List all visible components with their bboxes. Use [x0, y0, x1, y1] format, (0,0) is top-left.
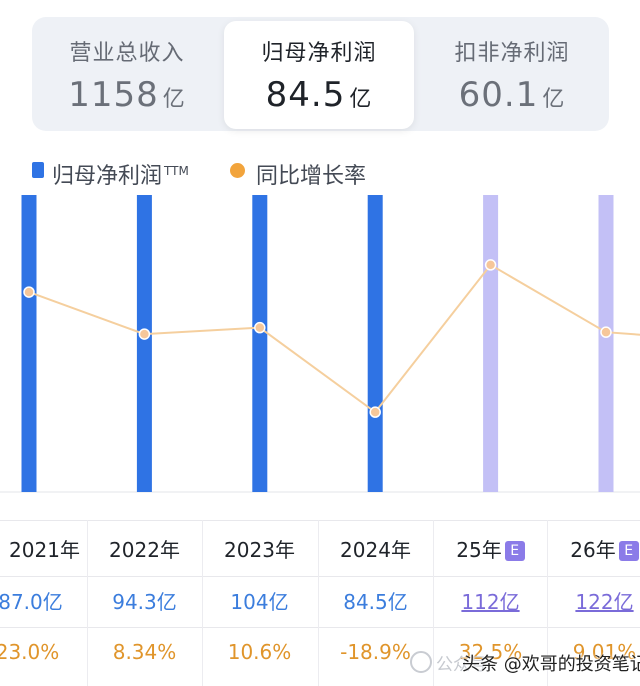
- growth-point: [484, 259, 497, 271]
- estimate-badge: E: [618, 541, 639, 561]
- growth-cell: -18.9%: [340, 640, 411, 664]
- tab-net-profit[interactable]: 归母净利润 84.5 亿: [224, 21, 414, 129]
- tab-unit: 亿: [349, 87, 373, 112]
- tab-value: 60.1: [458, 75, 539, 115]
- growth-point: [138, 328, 151, 340]
- bar: [252, 195, 268, 493]
- tab-label: 归母净利润: [261, 41, 377, 66]
- column-divider: [87, 520, 88, 686]
- growth-point: [23, 286, 35, 298]
- bar: [21, 195, 37, 492]
- year-cell-estimate: 26年 E: [547, 524, 640, 576]
- year-cell: 2024年: [340, 538, 411, 562]
- profit-chart: 87.094.310484.5112122: [0, 195, 640, 493]
- tab-value: 1158: [68, 75, 159, 115]
- metric-tab-bar: 营业总收入 1158 亿 归母净利润 84.5 亿 扣非净利润 60.1 亿: [32, 17, 609, 131]
- table-row-profit: 87.0亿 94.3亿 104亿 84.5亿 112亿 122亿: [0, 576, 640, 628]
- divider: [0, 627, 640, 628]
- year-cell-estimate: 25年 E: [433, 524, 548, 576]
- growth-point: [369, 406, 381, 418]
- watermark-faded-text: 公众号: [436, 655, 487, 675]
- tab-label: 营业总收入: [69, 41, 185, 66]
- growth-cell: 8.34%: [112, 640, 177, 664]
- year-cell: 2023年: [224, 538, 295, 562]
- tab-label: 扣非净利润: [454, 41, 570, 66]
- tab-unit: 亿: [542, 87, 566, 112]
- column-divider: [547, 520, 548, 686]
- table-row-years: 2021年 2022年 2023年 2024年 25年 E 26年 E: [0, 524, 640, 576]
- legend-dot-swatch: [230, 163, 245, 178]
- watermark-text: 头条 @欢哥的投资笔记: [462, 654, 640, 675]
- tab-value: 84.5: [265, 75, 346, 115]
- divider: [0, 520, 640, 521]
- column-divider: [318, 520, 319, 686]
- bar: [483, 195, 499, 492]
- divider: [0, 576, 640, 577]
- profit-cell: 84.5亿: [343, 590, 408, 614]
- tab-deducted-profit[interactable]: 扣非净利润 60.1 亿: [417, 17, 607, 131]
- legend-label: 归母净利润: [52, 164, 163, 189]
- growth-cell: 9.01%: [572, 640, 637, 664]
- bar: [367, 195, 383, 492]
- bar: [136, 195, 152, 492]
- tab-unit: 亿: [162, 87, 186, 112]
- tab-revenue[interactable]: 营业总收入 1158 亿: [32, 17, 222, 131]
- profit-cell: 87.0亿: [0, 590, 63, 614]
- year-cell: 2022年: [109, 538, 180, 562]
- profit-cell-estimate[interactable]: 112亿: [461, 590, 520, 614]
- bar: [598, 195, 614, 492]
- year-cell: 2021年: [9, 538, 80, 562]
- growth-point: [600, 326, 612, 338]
- legend-superscript: TTM: [164, 164, 189, 178]
- growth-point: [254, 321, 266, 334]
- profit-cell: 94.3亿: [112, 590, 177, 614]
- legend-label: 同比增长率: [256, 164, 367, 189]
- column-divider: [202, 520, 203, 686]
- growth-cell: 23.0%: [0, 640, 60, 664]
- growth-line: [28, 263, 640, 414]
- profit-cell-estimate[interactable]: 122亿: [575, 590, 634, 614]
- profit-cell: 104亿: [230, 590, 289, 614]
- growth-cell: 10.6%: [227, 640, 292, 664]
- growth-cell: 32.5%: [458, 640, 523, 664]
- column-divider: [433, 520, 434, 686]
- legend-bar-swatch: [32, 162, 44, 178]
- estimate-badge: E: [504, 541, 525, 561]
- watermark: 公众号 头条 @欢哥的投资笔记: [410, 650, 640, 676]
- table-row-growth: 23.0% 8.34% 10.6% -18.9% 32.5% 9.01%: [0, 626, 640, 678]
- wechat-icon: [410, 651, 432, 673]
